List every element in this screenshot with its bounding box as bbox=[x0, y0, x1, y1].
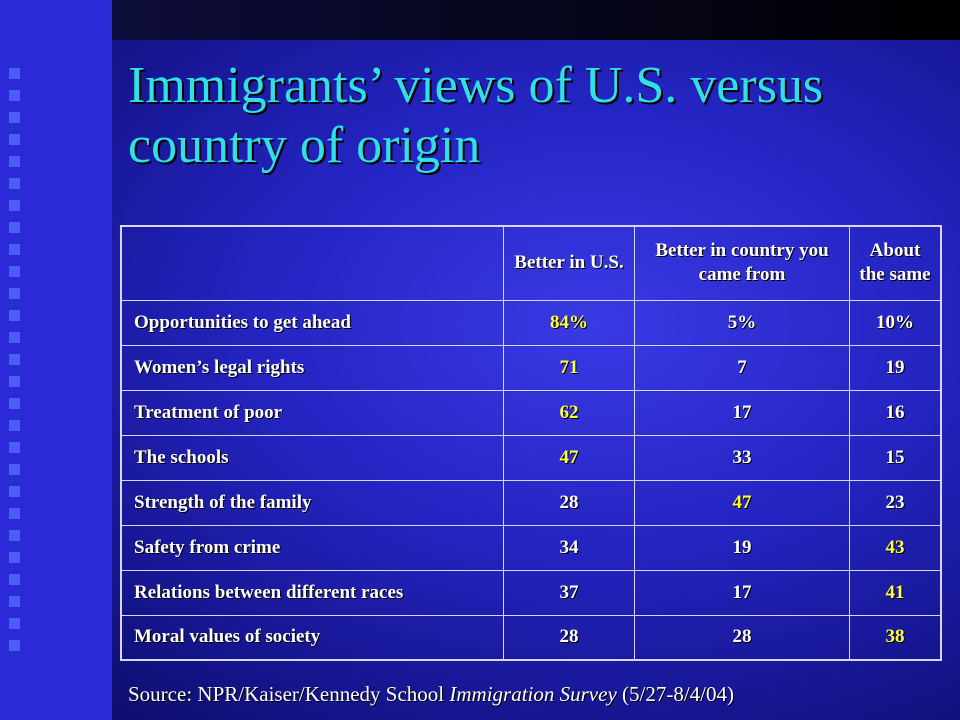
table-row: Relations between different races 37 17 41 bbox=[120, 569, 942, 616]
row-value: 84% bbox=[503, 299, 635, 346]
row-label: Women’s legal rights bbox=[120, 344, 504, 391]
header-better-us: Better in U.S. bbox=[503, 225, 635, 301]
row-value: 33 bbox=[634, 434, 850, 481]
row-value: 41 bbox=[849, 569, 942, 616]
row-value: 28 bbox=[503, 479, 635, 526]
row-value: 7 bbox=[634, 344, 850, 391]
table-row: Treatment of poor 62 17 16 bbox=[120, 389, 942, 436]
decorative-square bbox=[9, 618, 20, 629]
source-prefix: Source: NPR/Kaiser/Kennedy School bbox=[128, 682, 450, 706]
decorative-square bbox=[9, 640, 20, 651]
decorative-square bbox=[9, 310, 20, 321]
table-row: Safety from crime 34 19 43 bbox=[120, 524, 942, 571]
decorative-square bbox=[9, 222, 20, 233]
decorative-square bbox=[9, 464, 20, 475]
source-survey-name: Immigration Survey bbox=[449, 682, 617, 706]
decorative-square bbox=[9, 200, 20, 211]
decorative-square bbox=[9, 398, 20, 409]
row-value: 28 bbox=[503, 614, 635, 661]
row-value: 62 bbox=[503, 389, 635, 436]
decorative-squares bbox=[9, 68, 29, 662]
decorative-square bbox=[9, 420, 20, 431]
decorative-square bbox=[9, 68, 20, 79]
decorative-square bbox=[9, 288, 20, 299]
table-row: Women’s legal rights 71 7 19 bbox=[120, 344, 942, 391]
row-value: 19 bbox=[634, 524, 850, 571]
row-value: 34 bbox=[503, 524, 635, 571]
row-value: 37 bbox=[503, 569, 635, 616]
decorative-square bbox=[9, 244, 20, 255]
decorative-square bbox=[9, 530, 20, 541]
row-label: Opportunities to get ahead bbox=[120, 299, 504, 346]
decorative-square bbox=[9, 552, 20, 563]
left-decorative-bar bbox=[0, 0, 112, 720]
row-label: The schools bbox=[120, 434, 504, 481]
row-value: 10% bbox=[849, 299, 942, 346]
decorative-square bbox=[9, 508, 20, 519]
header-empty-cell bbox=[120, 225, 504, 301]
row-value: 47 bbox=[503, 434, 635, 481]
decorative-square bbox=[9, 442, 20, 453]
decorative-square bbox=[9, 178, 20, 189]
decorative-square bbox=[9, 354, 20, 365]
decorative-square bbox=[9, 486, 20, 497]
row-value: 16 bbox=[849, 389, 942, 436]
decorative-square bbox=[9, 134, 20, 145]
row-value: 47 bbox=[634, 479, 850, 526]
row-value: 23 bbox=[849, 479, 942, 526]
row-value: 17 bbox=[634, 569, 850, 616]
decorative-square bbox=[9, 596, 20, 607]
table-row: Opportunities to get ahead 84% 5% 10% bbox=[120, 299, 942, 346]
row-label: Moral values of society bbox=[120, 614, 504, 661]
decorative-square bbox=[9, 332, 20, 343]
decorative-square bbox=[9, 266, 20, 277]
header-better-origin: Better in country you came from bbox=[634, 225, 850, 301]
source-citation: Source: NPR/Kaiser/Kennedy School Immigr… bbox=[128, 682, 734, 707]
decorative-square bbox=[9, 156, 20, 167]
decorative-square bbox=[9, 574, 20, 585]
row-value: 43 bbox=[849, 524, 942, 571]
source-suffix: (5/27-8/4/04) bbox=[616, 682, 734, 706]
row-label: Relations between different races bbox=[120, 569, 504, 616]
row-label: Treatment of poor bbox=[120, 389, 504, 436]
row-value: 38 bbox=[849, 614, 942, 661]
table-row: Strength of the family 28 47 23 bbox=[120, 479, 942, 526]
table-header-row: Better in U.S. Better in country you cam… bbox=[120, 225, 942, 301]
row-value: 19 bbox=[849, 344, 942, 391]
row-label: Strength of the family bbox=[120, 479, 504, 526]
top-band bbox=[112, 0, 960, 40]
row-value: 17 bbox=[634, 389, 850, 436]
decorative-square bbox=[9, 376, 20, 387]
header-about-same: About the same bbox=[849, 225, 942, 301]
row-value: 15 bbox=[849, 434, 942, 481]
decorative-square bbox=[9, 112, 20, 123]
row-value: 28 bbox=[634, 614, 850, 661]
decorative-square bbox=[9, 90, 20, 101]
table-row: The schools 47 33 15 bbox=[120, 434, 942, 481]
slide-title: Immigrants’ views of U.S. versus country… bbox=[128, 57, 824, 174]
row-value: 71 bbox=[503, 344, 635, 391]
row-value: 5% bbox=[634, 299, 850, 346]
table-row: Moral values of society 28 28 38 bbox=[120, 614, 942, 661]
survey-table: Better in U.S. Better in country you cam… bbox=[120, 225, 942, 661]
row-label: Safety from crime bbox=[120, 524, 504, 571]
